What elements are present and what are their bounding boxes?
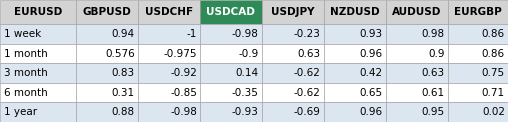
Text: 6 month: 6 month: [4, 88, 48, 98]
Text: 0.14: 0.14: [236, 68, 259, 78]
Text: -0.85: -0.85: [170, 88, 197, 98]
Bar: [448, 83, 508, 102]
Text: 0.63: 0.63: [298, 49, 321, 59]
Bar: [0, 24, 76, 44]
Text: 0.86: 0.86: [482, 29, 505, 39]
Text: -0.93: -0.93: [232, 107, 259, 117]
Bar: [200, 24, 262, 44]
Bar: [386, 83, 448, 102]
Bar: [138, 44, 200, 63]
Bar: [262, 44, 324, 63]
Text: 0.88: 0.88: [112, 107, 135, 117]
Bar: [386, 44, 448, 63]
Text: 0.9: 0.9: [428, 49, 444, 59]
Bar: [0, 44, 76, 63]
Text: 0.86: 0.86: [482, 49, 505, 59]
Text: 0.96: 0.96: [360, 107, 383, 117]
Text: -0.9: -0.9: [239, 49, 259, 59]
Bar: [138, 24, 200, 44]
Bar: [262, 24, 324, 44]
Text: USDCAD: USDCAD: [206, 7, 256, 17]
Bar: [448, 0, 508, 24]
Text: -0.975: -0.975: [164, 49, 197, 59]
Text: 0.02: 0.02: [482, 107, 505, 117]
Bar: [386, 102, 448, 122]
Text: 0.42: 0.42: [360, 68, 383, 78]
Bar: [200, 0, 262, 24]
Bar: [76, 63, 138, 83]
Text: 0.65: 0.65: [360, 88, 383, 98]
Text: EURGBP: EURGBP: [454, 7, 502, 17]
Text: 0.71: 0.71: [482, 88, 505, 98]
Bar: [324, 63, 386, 83]
Text: 1 week: 1 week: [4, 29, 41, 39]
Bar: [76, 83, 138, 102]
Text: USDJPY: USDJPY: [271, 7, 314, 17]
Text: -0.62: -0.62: [294, 88, 321, 98]
Bar: [200, 63, 262, 83]
Bar: [0, 83, 76, 102]
Bar: [448, 63, 508, 83]
Bar: [200, 102, 262, 122]
Bar: [200, 83, 262, 102]
Bar: [262, 63, 324, 83]
Text: -0.62: -0.62: [294, 68, 321, 78]
Bar: [138, 0, 200, 24]
Text: 0.98: 0.98: [422, 29, 444, 39]
Bar: [138, 83, 200, 102]
Text: 0.95: 0.95: [422, 107, 444, 117]
Text: GBPUSD: GBPUSD: [83, 7, 132, 17]
Bar: [324, 83, 386, 102]
Text: 0.93: 0.93: [360, 29, 383, 39]
Text: -0.35: -0.35: [232, 88, 259, 98]
Bar: [448, 44, 508, 63]
Text: USDCHF: USDCHF: [145, 7, 193, 17]
Bar: [324, 0, 386, 24]
Bar: [0, 102, 76, 122]
Bar: [386, 24, 448, 44]
Bar: [262, 83, 324, 102]
Text: -1: -1: [186, 29, 197, 39]
Bar: [386, 0, 448, 24]
Bar: [76, 24, 138, 44]
Text: 0.576: 0.576: [105, 49, 135, 59]
Bar: [262, 102, 324, 122]
Text: 0.63: 0.63: [422, 68, 444, 78]
Bar: [324, 102, 386, 122]
Text: 1 year: 1 year: [4, 107, 37, 117]
Text: 0.31: 0.31: [112, 88, 135, 98]
Text: 0.96: 0.96: [360, 49, 383, 59]
Text: 1 month: 1 month: [4, 49, 48, 59]
Bar: [448, 24, 508, 44]
Text: -0.69: -0.69: [294, 107, 321, 117]
Text: 0.94: 0.94: [112, 29, 135, 39]
Text: 0.75: 0.75: [482, 68, 505, 78]
Text: EURUSD: EURUSD: [14, 7, 62, 17]
Text: 3 month: 3 month: [4, 68, 48, 78]
Text: -0.92: -0.92: [170, 68, 197, 78]
Text: 0.61: 0.61: [422, 88, 444, 98]
Bar: [324, 24, 386, 44]
Bar: [138, 102, 200, 122]
Bar: [76, 44, 138, 63]
Bar: [448, 102, 508, 122]
Bar: [200, 44, 262, 63]
Bar: [324, 44, 386, 63]
Bar: [76, 102, 138, 122]
Bar: [262, 0, 324, 24]
Text: -0.98: -0.98: [170, 107, 197, 117]
Bar: [138, 63, 200, 83]
Bar: [76, 0, 138, 24]
Text: AUDUSD: AUDUSD: [392, 7, 441, 17]
Text: 0.83: 0.83: [112, 68, 135, 78]
Text: -0.23: -0.23: [294, 29, 321, 39]
Text: -0.98: -0.98: [232, 29, 259, 39]
Bar: [386, 63, 448, 83]
Bar: [0, 0, 76, 24]
Text: NZDUSD: NZDUSD: [330, 7, 379, 17]
Bar: [0, 63, 76, 83]
